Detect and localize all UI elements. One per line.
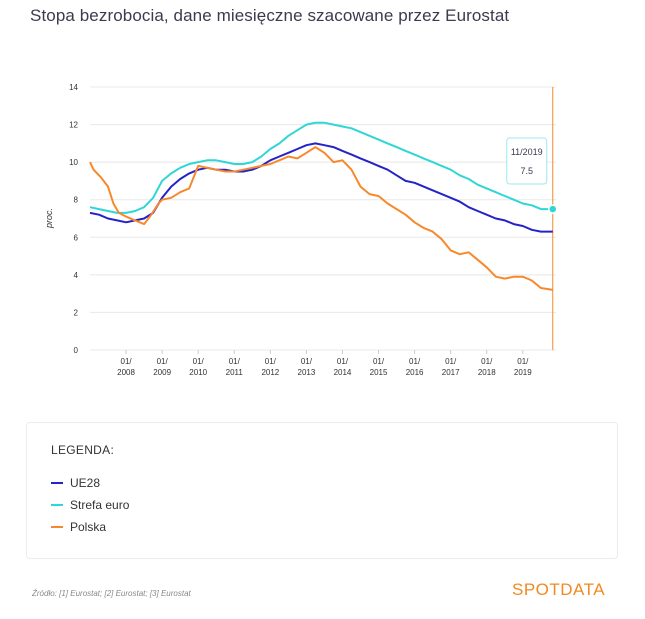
legend-item-ue28[interactable]: UE28 [51, 476, 100, 490]
x-tick-label: 2015 [370, 368, 388, 377]
series-line-strefa-euro[interactable] [89, 121, 553, 214]
x-tick-label: 2009 [153, 368, 171, 377]
x-tick-label: 2013 [298, 368, 316, 377]
y-tick-label: 4 [74, 271, 79, 280]
y-tick-label: 14 [69, 83, 78, 92]
x-tick-label: 01/ [265, 357, 277, 366]
x-tick-label: 01/ [373, 357, 385, 366]
legend-item-strefa-euro[interactable]: Strefa euro [51, 498, 129, 512]
x-tick-label: 2014 [334, 368, 352, 377]
x-tick-label: 01/ [157, 357, 169, 366]
series-line-polska[interactable] [89, 146, 553, 291]
y-tick-label: 10 [69, 158, 78, 167]
x-tick-label: 2018 [478, 368, 496, 377]
x-tick-label: 2016 [406, 368, 424, 377]
x-tick-label: 2008 [117, 368, 135, 377]
legend-label: Strefa euro [70, 498, 130, 512]
x-tick-label: 01/ [445, 357, 457, 366]
x-tick-label: 01/ [517, 357, 529, 366]
source-note: Źródło: [1] Eurostat; [2] Eurostat; [3] … [32, 589, 191, 598]
x-tick-label: 2017 [442, 368, 460, 377]
series-lines [89, 121, 553, 291]
x-tick-label: 2012 [261, 368, 279, 377]
legend-title: LEGENDA: [51, 443, 115, 457]
legend-swatch [51, 526, 63, 528]
gridlines [90, 86, 556, 351]
y-axis-label: proc. [44, 208, 54, 229]
x-tick-label: 01/ [193, 357, 205, 366]
y-axis-ticks: 0 2 4 6 8 10 12 14 [69, 83, 78, 355]
line-chart: 0 2 4 6 8 10 12 14 01/2008 01/2009 01/2010 01/2011… [44, 83, 558, 377]
legend: LEGENDA: UE28 Strefa euro Polska [26, 422, 618, 559]
x-tick-label: 2019 [514, 368, 532, 377]
x-axis-ticks: 01/2008 01/2009 01/2010 01/2011 01/2012 01/20… [117, 350, 532, 377]
x-tick-label: 01/ [337, 357, 349, 366]
legend-swatch [51, 504, 63, 506]
spotdata-logo: SPOTDATA [512, 580, 606, 599]
legend-item-polska[interactable]: Polska [51, 520, 106, 534]
x-tick-label: 01/ [409, 357, 421, 366]
x-tick-label: 2011 [226, 368, 244, 377]
legend-label: UE28 [70, 476, 101, 490]
x-tick-label: 01/ [301, 357, 313, 366]
x-tick-label: 01/ [121, 357, 133, 366]
y-tick-label: 8 [74, 196, 79, 205]
hover-point-marker [548, 204, 558, 214]
chart-title: Stopa bezrobocia, dane miesięczne szacow… [30, 6, 510, 25]
y-tick-label: 0 [74, 346, 79, 355]
tooltip-box [506, 137, 548, 185]
x-tick-label: 2010 [189, 368, 207, 377]
x-tick-label: 01/ [229, 357, 241, 366]
series-line-ue28[interactable] [89, 142, 553, 233]
legend-swatch [51, 482, 63, 484]
x-tick-label: 01/ [481, 357, 493, 366]
y-tick-label: 6 [74, 233, 79, 242]
tooltip: 11/2019 7.5 [506, 137, 548, 185]
tooltip-value: 7.5 [520, 166, 533, 176]
tooltip-date: 11/2019 [511, 147, 543, 157]
y-tick-label: 2 [74, 308, 79, 317]
legend-label: Polska [70, 520, 107, 534]
y-tick-label: 12 [69, 121, 78, 130]
